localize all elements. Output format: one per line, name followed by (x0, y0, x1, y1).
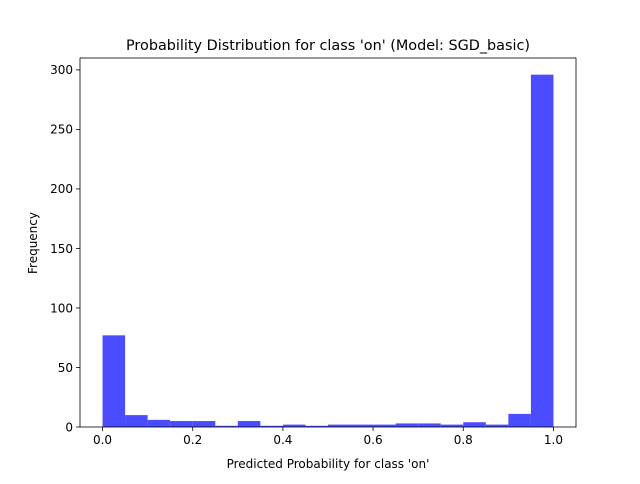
histogram-bar (282, 424, 306, 427)
histogram-bar (508, 413, 531, 427)
histogram-bar (485, 424, 509, 427)
histogram-bar (395, 423, 419, 427)
y-tick-label: 50 (58, 361, 73, 375)
histogram-bar (350, 424, 374, 427)
x-tick-label: 0.8 (454, 433, 473, 447)
histogram-bar (463, 422, 486, 427)
histogram-bar (125, 415, 148, 427)
plot-frame (79, 57, 577, 428)
histogram-bar (102, 335, 126, 427)
x-tick-label: 1.0 (544, 433, 563, 447)
x-tick-label: 0.6 (364, 433, 383, 447)
histogram-bar (237, 421, 261, 427)
histogram-bar (530, 74, 554, 427)
y-tick-label: 250 (50, 123, 73, 137)
histogram-bar (260, 425, 283, 427)
axes-group (79, 57, 577, 428)
histogram-bar (328, 424, 351, 427)
histogram-bar (147, 419, 171, 427)
y-tick-label: 150 (50, 242, 73, 256)
ticks-group: 0.0 0.2 0.4 0.6 0.8 1.0 0 50 100 150 200 250 300 (50, 63, 563, 447)
histogram-bar (418, 423, 441, 427)
histogram-bar (215, 425, 238, 427)
x-tick-label: 0.0 (93, 433, 112, 447)
x-tick-label: 0.4 (273, 433, 292, 447)
x-tick-label: 0.2 (183, 433, 202, 447)
y-tick-label: 0 (65, 420, 73, 434)
y-axis-label: Frequency (26, 212, 40, 274)
y-tick-label: 300 (50, 63, 73, 77)
y-tick-label: 100 (50, 301, 73, 315)
chart-title: Probability Distribution for class 'on' … (126, 38, 530, 54)
histogram-bar (192, 421, 216, 427)
x-axis-label: Predicted Probability for class 'on' (227, 457, 430, 471)
histogram-bar (440, 424, 464, 427)
bars-group (102, 74, 554, 427)
histogram-bar (305, 425, 328, 427)
histogram-bar (170, 421, 193, 427)
y-tick-label: 200 (50, 182, 73, 196)
histogram-bar (373, 424, 396, 427)
